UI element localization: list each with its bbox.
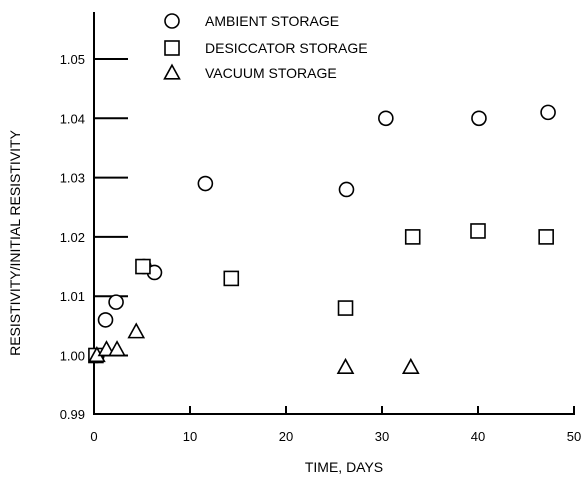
- y-tick-label: 1.00: [60, 349, 85, 364]
- triangle-data-point: [127, 322, 146, 339]
- x-tick-label: 20: [279, 429, 293, 444]
- circle-data-point: [338, 181, 355, 198]
- legend: AMBIENT STORAGE DESICCATOR STORAGE VACUUM …: [163, 13, 368, 81]
- square-data-point: [337, 300, 354, 316]
- legend-label: AMBIENT STORAGE: [205, 13, 339, 29]
- square-data-point: [135, 258, 151, 275]
- circle-data-point: [197, 175, 214, 192]
- y-ticks: 0.99 1.00 1.01 1.02 1.03 1.04 1.05: [60, 52, 128, 422]
- legend-circle-icon: [164, 13, 180, 29]
- x-tick-label: 0: [90, 429, 97, 444]
- x-ticks: 0 10 20 30 40 50: [90, 406, 581, 444]
- square-data-point: [223, 270, 240, 287]
- x-tick-label: 10: [183, 429, 197, 444]
- y-tick-label: 1.03: [60, 171, 85, 186]
- y-tick-label: 1.04: [60, 111, 85, 126]
- circle-data-point: [471, 110, 487, 127]
- x-tick-label: 30: [375, 429, 389, 444]
- legend-triangle-icon: [163, 63, 181, 80]
- y-tick-label: 1.05: [60, 52, 85, 67]
- x-tick-label: 50: [567, 429, 581, 444]
- x-axis-label: TIME, DAYS: [305, 459, 383, 475]
- legend-label: DESICCATOR STORAGE: [205, 40, 368, 56]
- triangle-data-point: [336, 357, 355, 375]
- x-tick-label: 40: [471, 429, 485, 444]
- circle-data-point: [378, 110, 394, 127]
- circle-data-point: [108, 294, 124, 310]
- triangle-data-point: [97, 340, 116, 357]
- y-tick-label: 1.01: [60, 289, 85, 304]
- triangle-data-point: [108, 340, 126, 357]
- square-data-point: [538, 229, 554, 245]
- y-tick-label: 0.99: [60, 407, 85, 422]
- circle-data-point: [540, 104, 556, 121]
- y-tick-label: 1.02: [60, 230, 85, 245]
- square-data-point: [470, 223, 486, 239]
- triangle-data-point: [401, 357, 420, 375]
- circle-data-point: [97, 312, 114, 328]
- legend-square-icon: [164, 40, 180, 56]
- data-markers: [88, 104, 556, 375]
- y-axis-label: RESISTIVITY/INITIAL RESISTIVITY: [7, 129, 23, 356]
- legend-label: VACUUM STORAGE: [205, 65, 337, 81]
- square-data-point: [404, 229, 421, 245]
